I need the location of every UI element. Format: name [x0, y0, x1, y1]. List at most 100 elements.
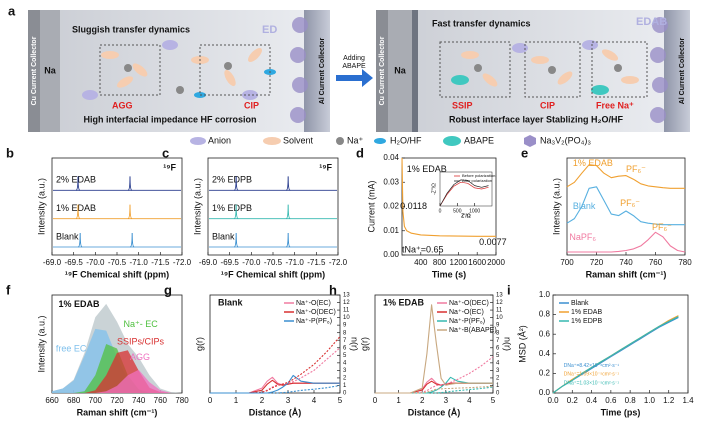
- x-tick-label: 0: [439, 208, 442, 214]
- peak: [233, 232, 239, 248]
- x-tick-label: 1: [234, 396, 239, 405]
- panel-label: d: [356, 145, 364, 160]
- y2-tick-label: 1: [496, 383, 500, 389]
- schematic-title: Fast transfer dynamics: [432, 18, 531, 28]
- arrow-label: ABAPE: [342, 63, 366, 70]
- peak: [285, 204, 291, 220]
- y2-tick-label: 5: [343, 353, 347, 359]
- y2-tick-label: 13: [496, 293, 503, 299]
- y2-tick-label: 2: [343, 376, 347, 382]
- legend-label: Na⁺-P(PF₆): [449, 318, 485, 325]
- series-label: 2% EDPB: [212, 175, 252, 185]
- series-label: 2% EDAB: [56, 175, 96, 185]
- electrolyte-label: ED: [262, 24, 277, 36]
- panel-label: i: [507, 282, 511, 297]
- cathode-particles: [290, 17, 308, 123]
- panel-label: c: [162, 145, 169, 160]
- line: [566, 186, 685, 226]
- x-tick-label: 1.0: [644, 396, 656, 405]
- x-tick-label: 5: [338, 396, 343, 405]
- x-tick-label: 400: [414, 258, 428, 267]
- y-tick-label: 0.8: [539, 310, 551, 319]
- x-tick-label: -69.0: [199, 258, 218, 267]
- species-label: AGG: [112, 100, 133, 110]
- legend-label: Na⁺-O(EC): [296, 300, 331, 307]
- x-tick-label: 0: [208, 396, 213, 405]
- x-tick-label: -71.0: [130, 258, 149, 267]
- x-tick-label: 0.2: [567, 396, 579, 405]
- x-tick-label: 720: [590, 258, 604, 267]
- x-tick-label: -70.0: [242, 258, 261, 267]
- x-tick-label: -70.5: [108, 258, 127, 267]
- x-axis-label: Raman shift (cm⁻¹): [77, 407, 158, 417]
- y2-tick-label: 1: [343, 383, 347, 389]
- x-axis-label: Time (ps): [601, 407, 641, 417]
- y2-tick-label: 13: [343, 293, 350, 299]
- species-label: CIP: [540, 100, 555, 110]
- x-tick-label: -70.0: [86, 258, 105, 267]
- x-tick-label: 660: [45, 396, 59, 405]
- panel-label: g: [164, 282, 172, 297]
- peak: [233, 204, 239, 220]
- na-anode: [40, 10, 60, 132]
- series-label: free EC: [56, 343, 87, 353]
- y2-tick-label: 10: [496, 315, 503, 321]
- x-axis-label: ¹⁹F Chemical shift (ppm): [221, 269, 325, 279]
- x-tick-label: 800: [433, 258, 447, 267]
- y-axis-label: g(r): [194, 337, 204, 351]
- plot-frame: [552, 294, 689, 394]
- y2-tick-label: 9: [496, 323, 500, 329]
- schematic-title: Sluggish transfer dynamics: [72, 24, 190, 34]
- area: [52, 350, 182, 393]
- y-tick-label: 1.0: [539, 290, 551, 299]
- legend-label: Anion: [208, 135, 231, 145]
- x-tick-label: 1: [396, 396, 401, 405]
- x-tick-label: 700: [89, 396, 103, 405]
- legend-label: Before polarization: [462, 173, 495, 178]
- x-tick-label: 780: [175, 396, 189, 405]
- series-label: Na⁺- EC: [124, 319, 159, 329]
- peak: [129, 232, 135, 248]
- x-tick-label: 2: [260, 396, 265, 405]
- legend-icons: [190, 135, 536, 147]
- area: [52, 369, 182, 393]
- x-tick-label: -71.0: [286, 258, 305, 267]
- collector-label: Al Current Collector: [679, 37, 686, 104]
- y2-tick-label: 8: [343, 330, 347, 336]
- legend-label: ABAPE: [464, 135, 494, 145]
- peak: [285, 232, 291, 248]
- al-collector: [304, 10, 330, 132]
- line: [566, 164, 685, 189]
- annotation: DNa⁺=1.03×10⁻⁵cm²·s⁻¹: [564, 381, 620, 387]
- x-tick-label: 720: [110, 396, 124, 405]
- series-label: 1% EDPB: [212, 203, 252, 213]
- legend-label: Solvent: [283, 135, 314, 145]
- y-axis-label: Current (mA): [366, 180, 376, 232]
- collector-label: Cu Current Collector: [379, 36, 386, 105]
- panel-bg: [28, 10, 330, 132]
- y2-tick-label: 8: [496, 330, 500, 336]
- line: [210, 374, 340, 394]
- y-tick-label: 0.6: [539, 329, 551, 338]
- arrow-label: Adding: [343, 55, 365, 62]
- line: [210, 336, 341, 394]
- legend-label: Na⁺-O(DEC): [296, 309, 336, 316]
- y2-tick-label: 3: [343, 368, 347, 374]
- x-axis-label: Raman shift (cm⁻¹): [586, 269, 667, 279]
- x-tick-label: 700: [560, 258, 574, 267]
- x-axis-label: Z'/Ω: [461, 213, 471, 219]
- peak: [285, 176, 291, 191]
- legend-label: Na⁺-B(ABAPE): [449, 327, 497, 334]
- schematic-caption: Robust interface layer Stablizing H₂O/HF: [449, 114, 624, 124]
- line: [210, 384, 341, 394]
- plot-frame: [374, 294, 494, 394]
- y-tick-label: 0.2: [539, 369, 551, 378]
- x-tick-label: -72.0: [173, 258, 192, 267]
- x-tick-label: 0.8: [625, 396, 637, 405]
- x-axis-label: Time (s): [432, 269, 466, 279]
- x-tick-label: 4: [312, 396, 317, 405]
- x-tick-label: 680: [67, 396, 81, 405]
- molecules: [82, 40, 276, 100]
